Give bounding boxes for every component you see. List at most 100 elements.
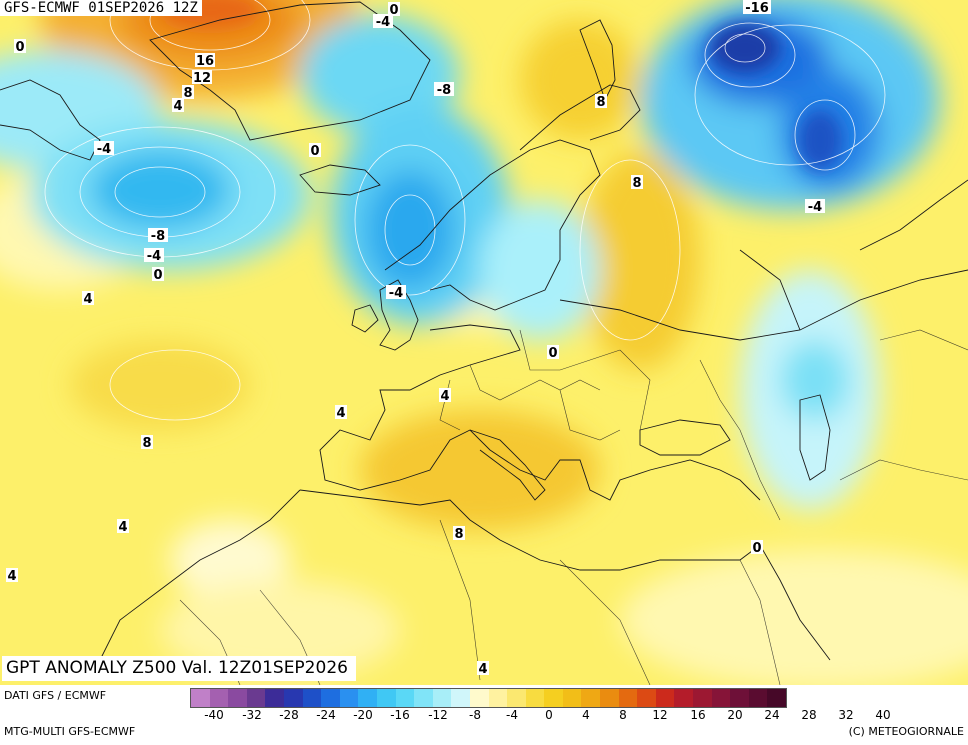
contour-label: 0 bbox=[388, 2, 400, 18]
contour-label: 12 bbox=[192, 70, 212, 86]
copyright-label: (C) METEOGIORNALE bbox=[848, 725, 964, 738]
model-label: MTG-MULTI GFS-ECMWF bbox=[4, 725, 136, 738]
color-scale-cell bbox=[469, 689, 489, 707]
color-scale-tick: -28 bbox=[279, 708, 299, 722]
svg-text:-4: -4 bbox=[147, 249, 161, 264]
color-scale-bar bbox=[190, 688, 787, 708]
svg-text:-4: -4 bbox=[376, 15, 390, 30]
color-scale-cell bbox=[618, 689, 638, 707]
svg-text:4: 4 bbox=[83, 292, 92, 307]
color-scale-cell bbox=[507, 689, 526, 707]
svg-text:-4: -4 bbox=[808, 200, 822, 215]
data-source-label: DATI GFS / ECMWF bbox=[4, 689, 107, 702]
contour-label: -16 bbox=[743, 0, 771, 16]
contour-label: -4 bbox=[144, 248, 164, 264]
svg-text:16: 16 bbox=[196, 54, 214, 69]
color-scale-tick: 16 bbox=[690, 708, 706, 722]
color-scale-cell bbox=[544, 689, 563, 707]
color-scale-cell bbox=[488, 689, 508, 707]
color-scale-cell bbox=[637, 689, 656, 707]
contour-label: -4 bbox=[94, 141, 114, 157]
color-scale-cell bbox=[693, 689, 712, 707]
svg-text:8: 8 bbox=[596, 95, 605, 110]
color-scale-cell bbox=[376, 689, 396, 707]
contour-lines bbox=[44, 0, 886, 421]
svg-text:4: 4 bbox=[336, 406, 345, 421]
color-scale-cell bbox=[191, 689, 210, 707]
color-scale-cell bbox=[451, 689, 470, 707]
color-scale-tick: 4 bbox=[582, 708, 590, 722]
svg-text:-4: -4 bbox=[389, 286, 403, 301]
svg-text:4: 4 bbox=[173, 99, 182, 114]
svg-text:0: 0 bbox=[752, 541, 761, 556]
svg-text:4: 4 bbox=[7, 569, 16, 584]
color-scale-cell bbox=[265, 689, 284, 707]
color-scale-cell bbox=[414, 689, 433, 707]
contour-label: 8 bbox=[182, 85, 194, 101]
coastlines bbox=[0, 1, 968, 661]
svg-text:0: 0 bbox=[548, 346, 557, 361]
color-scale-tick: 8 bbox=[619, 708, 627, 722]
color-scale-cell bbox=[600, 689, 619, 707]
map-title: GPT ANOMALY Z500 Val. 12Z01SEP2026 bbox=[2, 656, 356, 681]
contour-label: -4 bbox=[373, 14, 393, 30]
color-scale-cell bbox=[321, 689, 340, 707]
contour-label: 8 bbox=[595, 94, 607, 110]
color-scale-cell bbox=[655, 689, 675, 707]
color-scale-tick: 20 bbox=[727, 708, 743, 722]
contour-label: 8 bbox=[141, 435, 153, 451]
contour-label: -4 bbox=[805, 199, 825, 215]
contour-label: 0 bbox=[309, 143, 321, 159]
color-scale-cell bbox=[283, 689, 303, 707]
contour-label: 0 bbox=[547, 345, 559, 361]
svg-text:12: 12 bbox=[193, 71, 211, 86]
svg-text:8: 8 bbox=[632, 176, 641, 191]
svg-text:0: 0 bbox=[310, 144, 319, 159]
contour-label: -8 bbox=[434, 82, 454, 98]
color-scale-tick: -24 bbox=[316, 708, 336, 722]
color-scale-cell bbox=[246, 689, 266, 707]
svg-text:-4: -4 bbox=[97, 142, 111, 157]
svg-text:-16: -16 bbox=[745, 1, 769, 16]
svg-text:8: 8 bbox=[183, 86, 192, 101]
contour-label: -4 bbox=[386, 285, 406, 301]
anomaly-field bbox=[0, 0, 968, 685]
contour-label: 4 bbox=[6, 568, 18, 584]
run-title: GFS-ECMWF 01SEP2026 12Z bbox=[0, 0, 202, 16]
contour-label: 4 bbox=[335, 405, 347, 421]
color-scale-cell bbox=[767, 689, 786, 707]
color-scale-cell bbox=[581, 689, 601, 707]
color-scale-cell bbox=[395, 689, 415, 707]
contour-label: 8 bbox=[631, 175, 643, 191]
color-scale-ticks: -40 -32 -28 -24 -20 -16 -12 -8 -4 0 4 8 12 16 20 24 28 32… bbox=[190, 708, 968, 724]
color-scale-tick: 28 bbox=[801, 708, 817, 722]
contour-label: 4 bbox=[439, 388, 451, 404]
contour-label: 4 bbox=[82, 291, 94, 307]
svg-text:-8: -8 bbox=[437, 83, 451, 98]
color-scale-cell bbox=[228, 689, 247, 707]
contour-label: 0 bbox=[14, 39, 26, 55]
svg-text:4: 4 bbox=[478, 662, 487, 677]
color-scale-cell bbox=[730, 689, 749, 707]
contour-label: 16 bbox=[195, 53, 215, 69]
color-scale-cell bbox=[711, 689, 731, 707]
color-scale-tick: 0 bbox=[545, 708, 553, 722]
color-scale-tick: 32 bbox=[838, 708, 854, 722]
color-scale-tick: -4 bbox=[506, 708, 518, 722]
color-scale-tick: 12 bbox=[652, 708, 668, 722]
color-scale-cell bbox=[525, 689, 545, 707]
color-scale-cell bbox=[209, 689, 229, 707]
color-scale-cell bbox=[302, 689, 322, 707]
color-scale-cell bbox=[339, 689, 359, 707]
svg-text:8: 8 bbox=[142, 436, 151, 451]
svg-text:4: 4 bbox=[118, 520, 127, 535]
color-scale-tick: 40 bbox=[875, 708, 891, 722]
color-scale-cell bbox=[562, 689, 582, 707]
color-scale-tick: 24 bbox=[764, 708, 780, 722]
color-scale-tick: -20 bbox=[353, 708, 373, 722]
svg-text:-8: -8 bbox=[151, 229, 165, 244]
contour-label: -8 bbox=[148, 228, 168, 244]
svg-text:0: 0 bbox=[15, 40, 24, 55]
